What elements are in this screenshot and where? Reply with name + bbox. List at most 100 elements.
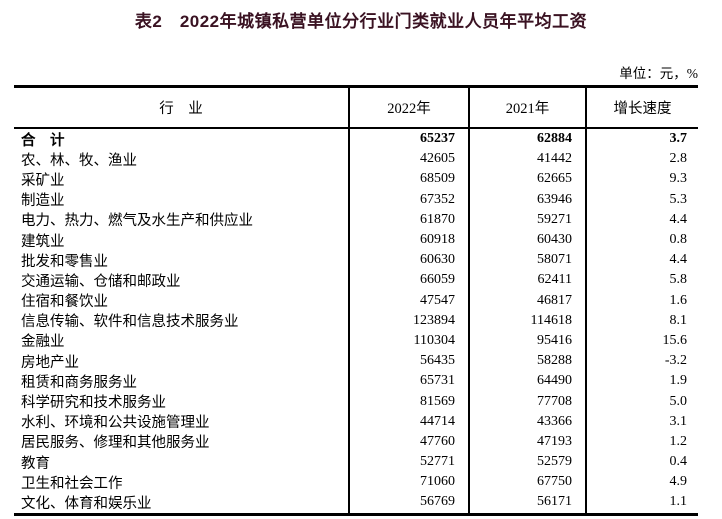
growth-rate-cell: 15.6 — [585, 330, 698, 352]
value-2022-cell: 71060 — [348, 472, 468, 493]
growth-rate-cell: 1.9 — [585, 371, 698, 392]
growth-rate-cell: 4.4 — [585, 250, 698, 271]
table-row: 住宿和餐饮业 47547 46817 1.6 — [14, 290, 698, 311]
value-2022-cell: 56769 — [348, 492, 468, 513]
industry-cell: 租赁和商务服务业 — [21, 374, 137, 391]
value-2022-cell: 60918 — [348, 229, 468, 251]
table-row: 金融业 110304 95416 15.6 — [14, 330, 698, 352]
table-row: 采矿业 68509 62665 9.3 — [14, 169, 698, 190]
growth-rate-cell: 5.3 — [585, 189, 698, 210]
value-2022-cell: 68509 — [348, 169, 468, 190]
industry-cell: 文化、体育和娱乐业 — [21, 495, 152, 512]
growth-rate-cell: 1.6 — [585, 290, 698, 311]
value-2022-cell: 42605 — [348, 149, 468, 170]
value-2022-cell: 81569 — [348, 391, 468, 412]
table-row: 合 计 65237 62884 3.7 — [14, 129, 698, 150]
value-2021-cell: 62411 — [468, 270, 585, 291]
value-2021-cell: 59271 — [468, 209, 585, 230]
value-2021-cell: 58071 — [468, 250, 585, 271]
table-row: 科学研究和技术服务业 81569 77708 5.0 — [14, 391, 698, 412]
growth-rate-cell: 8.1 — [585, 310, 698, 331]
industry-cell: 电力、热力、燃气及水生产和供应业 — [21, 213, 253, 230]
value-2022-cell: 52771 — [348, 452, 468, 473]
table-row: 交通运输、仓储和邮政业 66059 62411 5.8 — [14, 270, 698, 291]
growth-rate-cell: 4.4 — [585, 209, 698, 230]
table-row: 卫生和社会工作 71060 67750 4.9 — [14, 472, 698, 493]
industry-cell: 科学研究和技术服务业 — [21, 395, 166, 412]
growth-rate-cell: 1.2 — [585, 431, 698, 452]
value-2021-cell: 56171 — [468, 492, 585, 513]
table-body: 合 计 65237 62884 3.7 农、林、牧、渔业 42605 41442… — [14, 129, 698, 513]
industry-cell: 水利、环境和公共设施管理业 — [21, 415, 210, 432]
table-row: 教育 52771 52579 0.4 — [14, 452, 698, 473]
value-2022-cell: 60630 — [348, 250, 468, 271]
industry-cell: 农、林、牧、渔业 — [21, 152, 137, 169]
growth-rate-cell: -3.2 — [585, 351, 698, 372]
value-2022-cell: 66059 — [348, 270, 468, 291]
value-2022-cell: 65731 — [348, 371, 468, 392]
value-2021-cell: 64490 — [468, 371, 585, 392]
growth-rate-cell: 9.3 — [585, 169, 698, 190]
column-header-2021: 2021年 — [468, 88, 585, 127]
table-row: 制造业 67352 63946 5.3 — [14, 189, 698, 210]
value-2022-cell: 65237 — [348, 129, 468, 150]
column-header-growth-rate: 增长速度 — [585, 88, 698, 127]
value-2021-cell: 114618 — [468, 310, 585, 331]
value-2022-cell: 47547 — [348, 290, 468, 311]
page-title: 表2 2022年城镇私营单位分行业门类就业人员年平均工资 — [134, 12, 588, 31]
value-2021-cell: 62884 — [468, 129, 585, 150]
value-2021-cell: 43366 — [468, 411, 585, 432]
value-2021-cell: 52579 — [468, 452, 585, 473]
growth-rate-cell: 5.0 — [585, 391, 698, 412]
growth-rate-cell: 0.8 — [585, 229, 698, 251]
growth-rate-cell: 1.1 — [585, 492, 698, 513]
industry-cell: 信息传输、软件和信息技术服务业 — [21, 314, 239, 331]
table-row: 批发和零售业 60630 58071 4.4 — [14, 250, 698, 271]
industry-cell: 批发和零售业 — [21, 253, 108, 270]
value-2021-cell: 47193 — [468, 431, 585, 452]
table-header-row: 行 业 2022年 2021年 增长速度 — [14, 88, 698, 129]
industry-cell: 居民服务、修理和其他服务业 — [21, 435, 210, 452]
column-header-industry: 行 业 — [159, 101, 203, 117]
table-row: 房地产业 56435 58288 -3.2 — [14, 351, 698, 372]
value-2022-cell: 44714 — [348, 411, 468, 432]
industry-cell: 采矿业 — [21, 172, 65, 189]
industry-cell: 建筑业 — [21, 233, 65, 250]
unit-note: 单位：元，% — [619, 66, 698, 81]
industry-cell: 住宿和餐饮业 — [21, 294, 108, 311]
industry-cell: 制造业 — [21, 193, 65, 210]
value-2022-cell: 47760 — [348, 431, 468, 452]
table-row: 信息传输、软件和信息技术服务业 123894 114618 8.1 — [14, 310, 698, 331]
industry-cell: 交通运输、仓储和邮政业 — [21, 273, 181, 290]
table-row: 电力、热力、燃气及水生产和供应业 61870 59271 4.4 — [14, 209, 698, 230]
value-2021-cell: 63946 — [468, 189, 585, 210]
value-2021-cell: 46817 — [468, 290, 585, 311]
growth-rate-cell: 4.9 — [585, 472, 698, 493]
value-2021-cell: 60430 — [468, 229, 585, 251]
value-2021-cell: 67750 — [468, 472, 585, 493]
growth-rate-cell: 3.7 — [585, 129, 698, 150]
value-2021-cell: 62665 — [468, 169, 585, 190]
value-2021-cell: 58288 — [468, 351, 585, 372]
value-2022-cell: 61870 — [348, 209, 468, 230]
wage-table: 行 业 2022年 2021年 增长速度 合 计 65237 62884 3.7… — [14, 85, 698, 516]
industry-cell: 金融业 — [21, 334, 65, 351]
table-row: 文化、体育和娱乐业 56769 56171 1.1 — [14, 492, 698, 513]
table-row: 农、林、牧、渔业 42605 41442 2.8 — [14, 149, 698, 170]
value-2021-cell: 77708 — [468, 391, 585, 412]
value-2022-cell: 110304 — [348, 330, 468, 352]
industry-cell: 卫生和社会工作 — [21, 475, 123, 492]
industry-cell: 房地产业 — [21, 354, 79, 371]
industry-cell: 教育 — [21, 455, 50, 472]
value-2021-cell: 95416 — [468, 330, 585, 352]
column-header-2022: 2022年 — [348, 88, 468, 127]
table-row: 居民服务、修理和其他服务业 47760 47193 1.2 — [14, 431, 698, 452]
value-2021-cell: 41442 — [468, 149, 585, 170]
value-2022-cell: 56435 — [348, 351, 468, 372]
industry-cell: 合 计 — [21, 132, 65, 149]
growth-rate-cell: 5.8 — [585, 270, 698, 291]
table-row: 租赁和商务服务业 65731 64490 1.9 — [14, 371, 698, 392]
growth-rate-cell: 0.4 — [585, 452, 698, 473]
growth-rate-cell: 2.8 — [585, 149, 698, 170]
value-2022-cell: 123894 — [348, 310, 468, 331]
